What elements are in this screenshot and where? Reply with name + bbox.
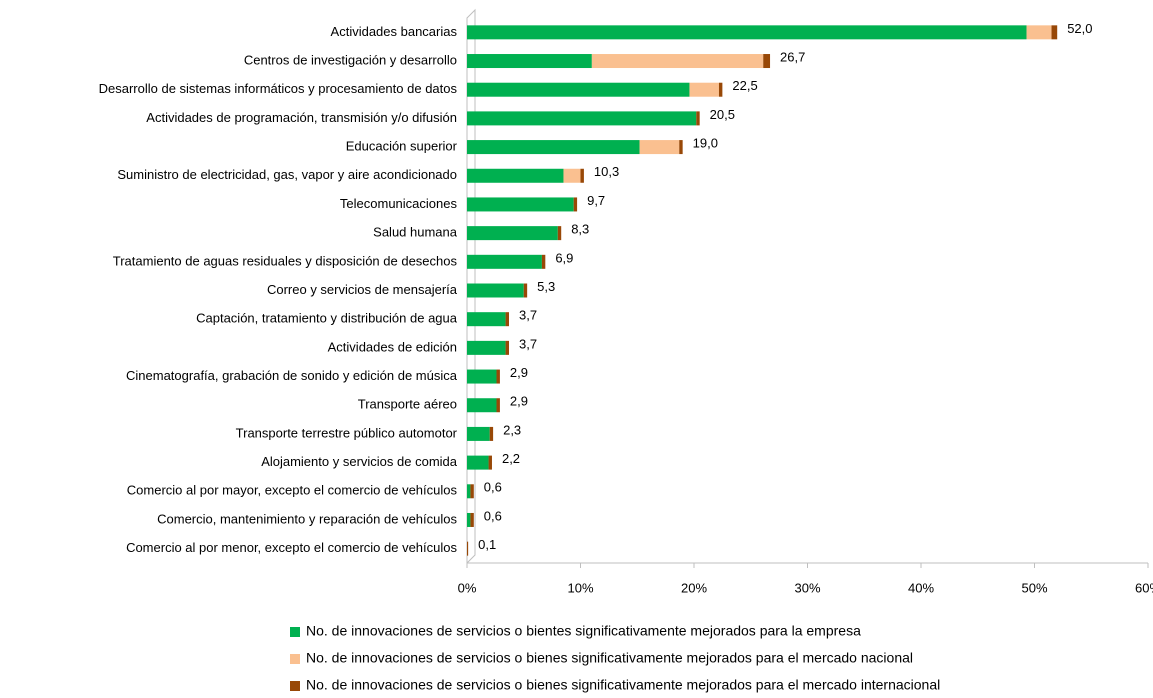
total-label: 2,3 <box>503 422 521 437</box>
bar-segment <box>467 82 690 97</box>
y-tick-label: Transporte aéreo <box>358 397 457 412</box>
bar-segment <box>467 54 592 69</box>
bar-segment <box>467 168 564 183</box>
legend-label: No. de innovaciones de servicios o biene… <box>306 650 913 666</box>
total-label: 8,3 <box>571 222 589 237</box>
total-label: 2,2 <box>502 451 520 466</box>
legend-swatch <box>290 681 300 691</box>
total-label: 10,3 <box>594 164 619 179</box>
bar-segment <box>580 168 584 183</box>
bar-segment <box>496 369 500 384</box>
bar-segment <box>467 512 471 527</box>
total-label: 26,7 <box>780 49 805 64</box>
bar-segment <box>679 140 683 155</box>
bar-segment <box>696 111 700 126</box>
y-tick-label: Correo y servicios de mensajería <box>267 282 458 297</box>
legend: No. de innovaciones de servicios o bient… <box>290 623 940 693</box>
y-tick-label: Actividades de edición <box>328 339 457 354</box>
total-label: 0,1 <box>478 537 496 552</box>
total-label: 2,9 <box>510 394 528 409</box>
y-tick-label: Captación, tratamiento y distribución de… <box>196 311 458 326</box>
bar-segment <box>557 226 562 241</box>
bar-segment <box>1026 25 1052 40</box>
y-tick-label: Suministro de electricidad, gas, vapor y… <box>117 167 457 182</box>
total-label: 52,0 <box>1067 21 1092 36</box>
y-tick-label: Comercio al por mayor, excepto el comerc… <box>127 483 458 498</box>
y-tick-label: Actividades de programación, transmisión… <box>146 110 457 125</box>
bar-segment <box>470 484 474 499</box>
legend-swatch <box>290 627 300 637</box>
legend-label: No. de innovaciones de servicios o biene… <box>306 677 940 693</box>
total-label: 3,7 <box>519 308 537 323</box>
legend-swatch <box>290 654 300 664</box>
y-tick-label: Alojamiento y servicios de comida <box>261 454 458 469</box>
total-label: 9,7 <box>587 193 605 208</box>
bar-segment <box>1051 25 1058 40</box>
bar-segment <box>573 197 578 212</box>
bar-segment <box>467 254 542 269</box>
total-label: 3,7 <box>519 336 537 351</box>
x-tick-label: 50% <box>1021 580 1047 595</box>
y-tick-label: Comercio al por menor, excepto el comerc… <box>126 540 457 555</box>
x-tick-label: 10% <box>567 580 593 595</box>
y-tick-label: Centros de investigación y desarrollo <box>244 52 457 67</box>
bar-segment <box>563 168 581 183</box>
bar-segment <box>489 426 494 441</box>
y-tick-label: Salud humana <box>373 225 458 240</box>
x-tick-label: 20% <box>681 580 707 595</box>
bar-segment <box>467 541 469 556</box>
bar-segment <box>467 197 574 212</box>
bar-segment <box>523 283 528 298</box>
total-label: 2,9 <box>510 365 528 380</box>
bar-segment <box>467 398 497 413</box>
y-tick-label: Educación superior <box>346 139 458 154</box>
y-tick-label: Transporte terrestre público automotor <box>236 425 458 440</box>
bar-segment <box>505 312 509 327</box>
bar-segment <box>488 455 492 470</box>
total-label: 6,9 <box>555 250 573 265</box>
bar-segment <box>467 111 697 126</box>
bar-segment <box>639 140 680 155</box>
bar-segment <box>467 340 506 355</box>
bar-segment <box>467 484 471 499</box>
bar-segment <box>467 25 1027 40</box>
bar-segment <box>505 340 509 355</box>
bar-segment <box>718 82 723 97</box>
y-tick-label: Actividades bancarias <box>331 24 458 39</box>
bar-segment <box>467 140 640 155</box>
y-tick-label: Comercio, mantenimiento y reparación de … <box>157 511 457 526</box>
y-tick-label: Tratamiento de aguas residuales y dispos… <box>113 253 458 268</box>
total-label: 22,5 <box>732 78 757 93</box>
bar-segment <box>689 82 719 97</box>
x-tick-label: 60% <box>1135 580 1153 595</box>
total-label: 5,3 <box>537 279 555 294</box>
bar-segment <box>470 512 474 527</box>
bar-segment <box>467 369 497 384</box>
bar-segment <box>763 54 771 69</box>
bar-segment <box>541 254 546 269</box>
y-tick-label: Telecomunicaciones <box>340 196 458 211</box>
bar-segment <box>496 398 500 413</box>
bar-segment <box>467 455 489 470</box>
x-tick-label: 30% <box>794 580 820 595</box>
total-label: 20,5 <box>710 107 735 122</box>
bar-segment <box>467 226 558 241</box>
x-tick-label: 0% <box>458 580 477 595</box>
bar-segment <box>467 426 490 441</box>
y-tick-label: Cinematografía, grabación de sonido y ed… <box>126 368 458 383</box>
x-tick-label: 40% <box>908 580 934 595</box>
total-label: 0,6 <box>484 480 502 495</box>
total-label: 19,0 <box>693 136 718 151</box>
bar-segment <box>467 312 506 327</box>
total-label: 0,6 <box>484 508 502 523</box>
bar-segment <box>591 54 764 69</box>
legend-label: No. de innovaciones de servicios o bient… <box>306 623 861 639</box>
y-tick-label: Desarrollo de sistemas informáticos y pr… <box>99 81 458 96</box>
bar-segment <box>467 283 524 298</box>
